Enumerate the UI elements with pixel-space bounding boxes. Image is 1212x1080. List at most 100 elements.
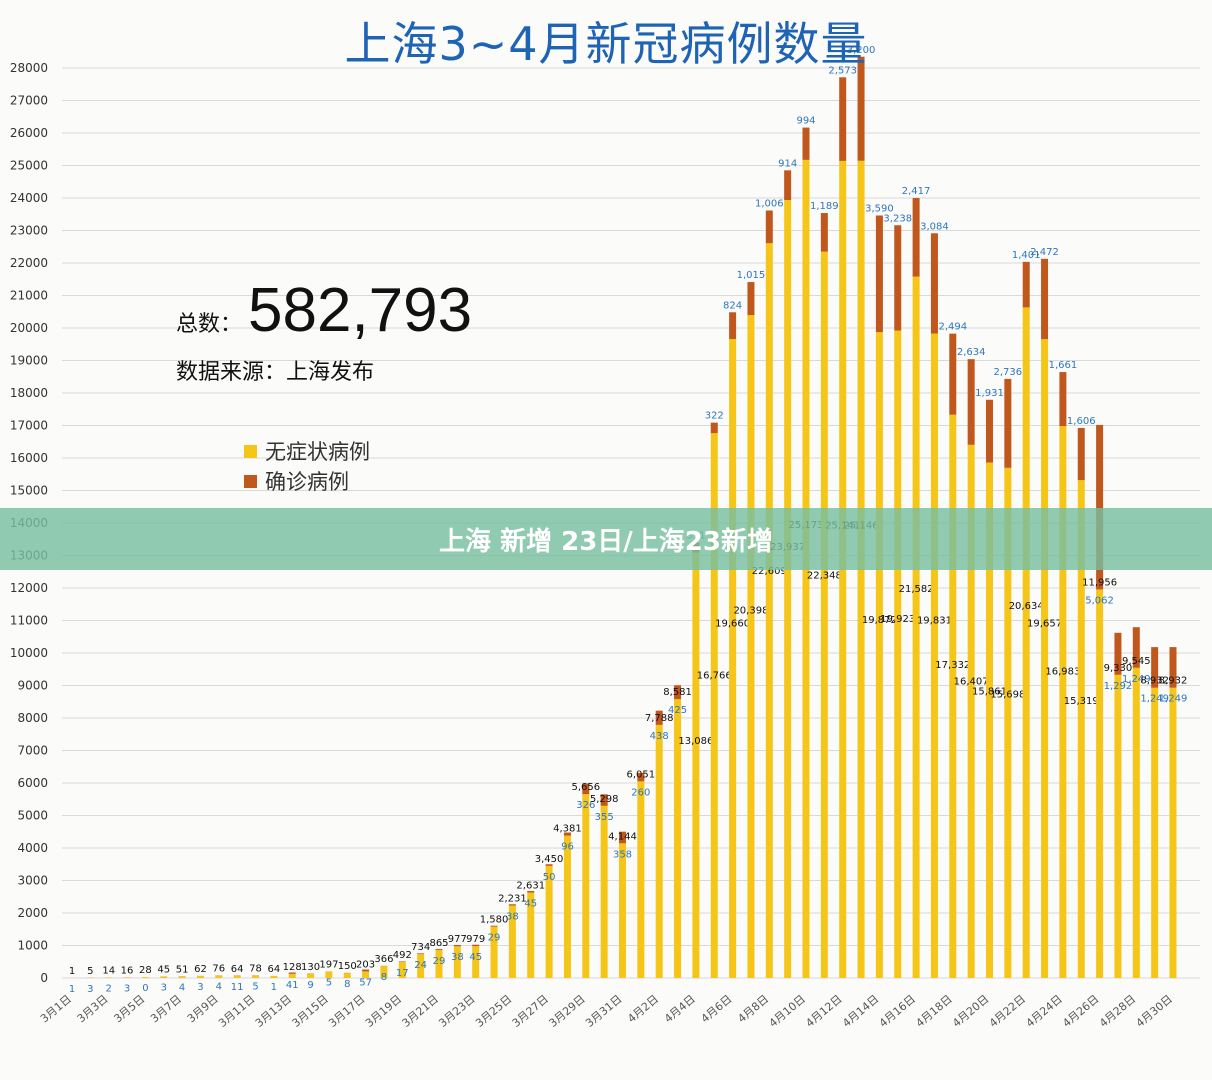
- bar-asymptomatic: [398, 962, 406, 978]
- data-label-asymptomatic: 8,932: [1140, 676, 1169, 687]
- headline-banner: 上海 新增 23日/上海23新增: [0, 508, 1212, 570]
- bar-confirmed: [288, 972, 296, 974]
- bar-confirmed: [857, 56, 865, 161]
- data-label-asymptomatic: 45: [157, 965, 170, 976]
- bar-asymptomatic: [1114, 674, 1122, 978]
- data-label-asymptomatic: 8,581: [663, 687, 692, 698]
- x-tick-label: 3月7日: [148, 992, 184, 1025]
- data-label-confirmed: 4: [179, 982, 185, 993]
- y-tick-label: 3000: [17, 874, 48, 888]
- y-tick-label: 9000: [17, 679, 48, 693]
- data-label-asymptomatic: 19,657: [1027, 619, 1062, 630]
- x-tick-label: 4月2日: [625, 992, 661, 1025]
- bar-asymptomatic: [1169, 687, 1177, 978]
- data-label-confirmed: 994: [796, 116, 815, 127]
- x-tick-label: 4月14日: [840, 992, 881, 1030]
- bar-asymptomatic: [1059, 426, 1067, 978]
- data-label-asymptomatic: 150: [338, 961, 357, 972]
- data-label-asymptomatic: 492: [393, 950, 412, 961]
- y-tick-label: 17000: [10, 419, 48, 433]
- bar-asymptomatic: [1132, 667, 1140, 978]
- bar-confirmed: [1041, 258, 1049, 340]
- data-label-asymptomatic: 16: [121, 965, 134, 976]
- data-label-asymptomatic: 4,144: [608, 831, 637, 842]
- data-label-asymptomatic: 19,923: [880, 614, 915, 625]
- bar-confirmed: [655, 710, 663, 725]
- data-label-asymptomatic: 734: [411, 942, 430, 953]
- bar-asymptomatic: [1151, 687, 1159, 978]
- data-label-asymptomatic: 19,660: [715, 619, 750, 630]
- data-label-asymptomatic: 15,861: [972, 686, 1007, 697]
- bar-confirmed: [435, 948, 443, 950]
- data-label-asymptomatic: 5: [87, 966, 93, 977]
- bar-asymptomatic: [582, 794, 590, 978]
- data-label-asymptomatic: 9,545: [1122, 656, 1151, 667]
- data-label-asymptomatic: 2,231: [498, 893, 527, 904]
- bar-confirmed: [1022, 261, 1030, 308]
- bar-asymptomatic: [233, 975, 241, 978]
- bar-asymptomatic: [637, 781, 645, 978]
- data-label-confirmed: 9: [307, 980, 313, 991]
- data-label-asymptomatic: 17,332: [935, 660, 970, 671]
- data-label-asymptomatic: 979: [466, 934, 485, 945]
- bar-asymptomatic: [160, 976, 168, 978]
- y-tick-label: 16000: [10, 451, 48, 465]
- data-label-asymptomatic: 21,582: [899, 584, 934, 595]
- y-tick-label: 28000: [10, 61, 48, 75]
- x-tick-label: 3月23日: [436, 992, 477, 1030]
- data-label-confirmed: 1,249: [1140, 694, 1169, 705]
- bar-confirmed: [490, 925, 498, 927]
- bar-confirmed: [1077, 427, 1085, 481]
- data-label-confirmed: 5: [326, 978, 332, 989]
- data-label-asymptomatic: 865: [429, 938, 448, 949]
- x-tick-label: 4月30日: [1134, 992, 1175, 1030]
- data-label-confirmed: 326: [576, 800, 595, 811]
- data-label-confirmed: 355: [595, 812, 614, 823]
- data-label-confirmed: 824: [723, 300, 742, 311]
- bar-asymptomatic: [417, 954, 425, 978]
- x-tick-label: 3月17日: [326, 992, 367, 1030]
- data-label-asymptomatic: 203: [356, 959, 375, 970]
- y-tick-label: 22000: [10, 256, 48, 270]
- x-tick-label: 4月28日: [1097, 992, 1138, 1030]
- bar-asymptomatic: [784, 200, 792, 979]
- bar-asymptomatic: [178, 976, 186, 978]
- bar-confirmed: [747, 282, 755, 316]
- data-label-asymptomatic: 16,407: [954, 677, 989, 688]
- y-tick-label: 21000: [10, 289, 48, 303]
- x-tick-label: 3月29日: [546, 992, 587, 1030]
- y-tick-label: 27000: [10, 94, 48, 108]
- bar-asymptomatic: [674, 699, 682, 978]
- data-label-asymptomatic: 128: [283, 962, 302, 973]
- bar-confirmed: [600, 794, 608, 806]
- y-tick-label: 8000: [17, 711, 48, 725]
- legend-label-asymptomatic: 无症状病例: [265, 440, 370, 464]
- data-label-asymptomatic: 13,086: [678, 736, 713, 747]
- bar-confirmed: [508, 904, 516, 906]
- bar-confirmed: [986, 399, 993, 463]
- y-tick-label: 15000: [10, 484, 48, 498]
- bar-asymptomatic: [252, 975, 259, 978]
- bar-asymptomatic: [875, 332, 883, 978]
- data-label-asymptomatic: 22,348: [807, 571, 842, 582]
- data-label-confirmed: 1,401: [1012, 250, 1041, 261]
- data-label-asymptomatic: 20,634: [1009, 601, 1044, 612]
- bar-asymptomatic: [655, 724, 663, 978]
- bar-confirmed: [710, 422, 718, 434]
- y-tick-label: 7000: [17, 744, 48, 758]
- data-label-confirmed: 38: [451, 952, 464, 963]
- data-label-confirmed: 2,634: [957, 347, 986, 358]
- bar-confirmed: [1132, 627, 1140, 668]
- bar-confirmed: [1169, 647, 1177, 688]
- bar-asymptomatic: [472, 946, 480, 978]
- x-tick-label: 3月5日: [111, 992, 147, 1025]
- bar-asymptomatic: [912, 276, 920, 979]
- x-tick-label: 4月20日: [950, 992, 991, 1030]
- data-label-asymptomatic: 22,609: [752, 566, 787, 577]
- bar-asymptomatic: [1077, 480, 1085, 978]
- x-tick-label: 3月1日: [38, 992, 74, 1025]
- x-tick-label: 3月27日: [510, 992, 551, 1030]
- y-tick-label: 0: [40, 971, 48, 985]
- bar-asymptomatic: [362, 971, 370, 978]
- x-tick-label: 4月10日: [767, 992, 808, 1030]
